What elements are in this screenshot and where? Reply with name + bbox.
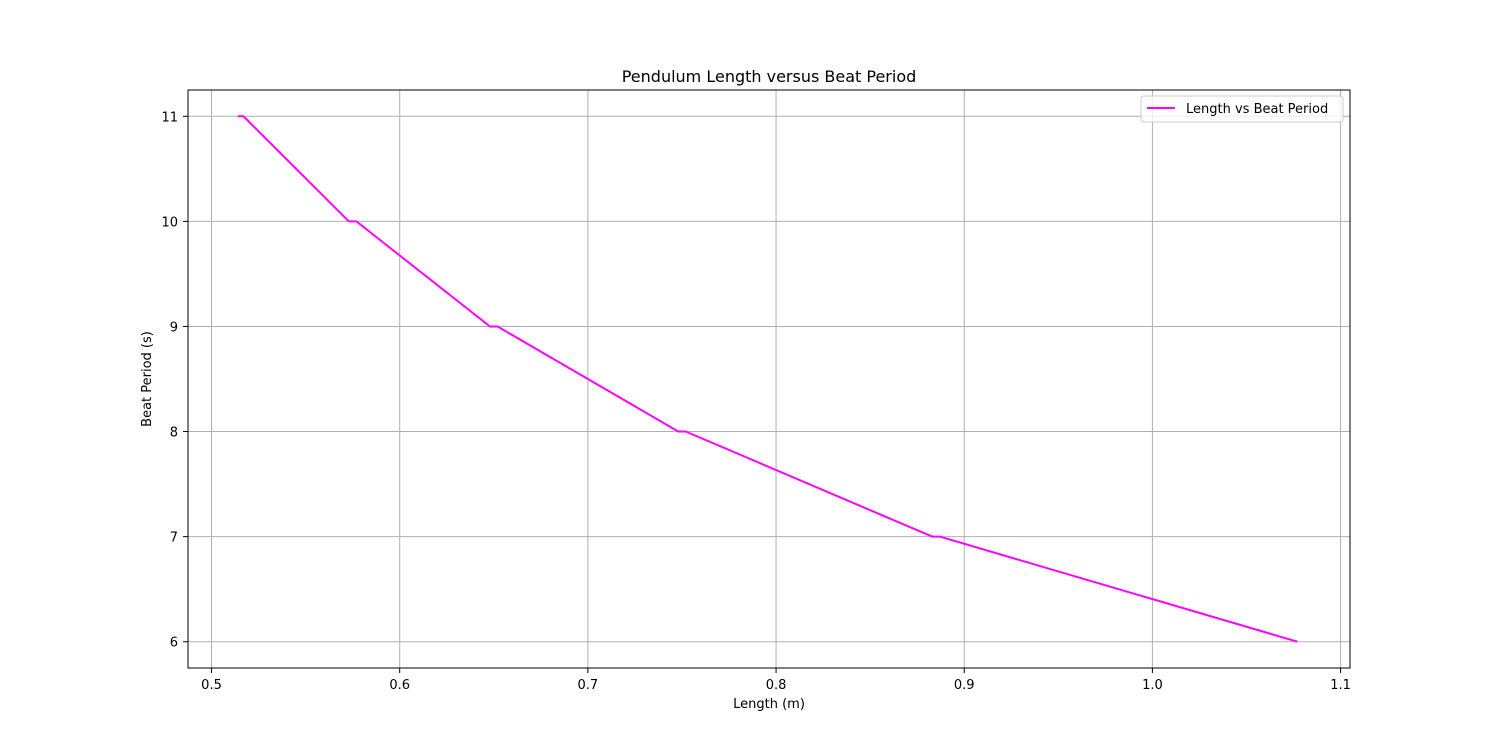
x-tick-label: 0.9 [954, 678, 975, 693]
x-tick-label: 0.6 [389, 678, 410, 693]
y-tick-label: 7 [170, 531, 178, 546]
chart-title: Pendulum Length versus Beat Period [622, 67, 917, 86]
x-tick-label: 0.7 [578, 678, 599, 693]
y-axis-ticks: 6 7 8 9 10 11 [161, 110, 188, 651]
legend: Length vs Beat Period [1140, 95, 1344, 123]
y-tick-label: 10 [161, 215, 178, 230]
legend-label: Length vs Beat Period [1186, 102, 1328, 117]
y-axis-label: Beat Period (s) [140, 331, 155, 427]
series-line [237, 115, 1298, 643]
y-tick-label: 6 [170, 636, 178, 651]
x-tick-label: 0.8 [766, 678, 787, 693]
plot-frame [187, 89, 1351, 669]
x-axis-label: Length (m) [733, 697, 805, 712]
legend-box [1140, 95, 1344, 123]
y-tick-label: 9 [170, 320, 178, 335]
x-tick-label: 0.5 [201, 678, 222, 693]
x-tick-label: 1.0 [1142, 678, 1163, 693]
series-lines [237, 115, 1298, 643]
y-tick-label: 8 [170, 426, 178, 441]
y-tick-label: 11 [161, 110, 178, 125]
x-axis-ticks: 0.5 0.6 0.7 0.8 0.9 1.0 1.1 [201, 668, 1351, 693]
x-tick-label: 1.1 [1330, 678, 1351, 693]
